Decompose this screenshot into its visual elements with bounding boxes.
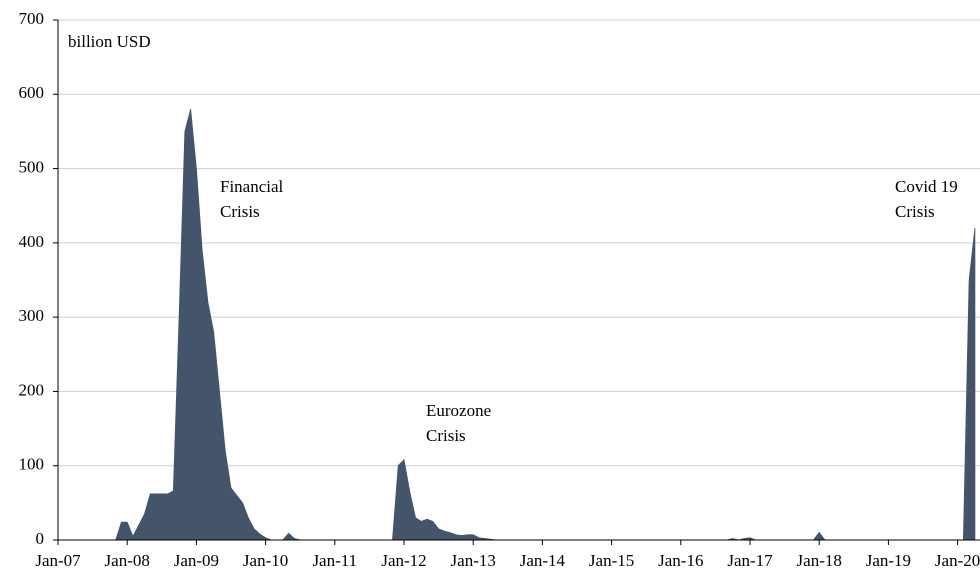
y-tick-label: 600: [19, 83, 45, 102]
annotation: Covid 19: [895, 177, 958, 196]
annotation: Crisis: [220, 202, 260, 221]
x-tick-label: Jan-15: [589, 551, 634, 570]
x-tick-label: Jan-19: [866, 551, 911, 570]
y-tick-label: 400: [19, 232, 45, 251]
x-tick-label: Jan-13: [451, 551, 496, 570]
x-tick-label: Jan-14: [520, 551, 566, 570]
annotation: billion USD: [68, 32, 151, 51]
annotation: Crisis: [426, 426, 466, 445]
x-tick-label: Jan-20: [935, 551, 980, 570]
x-tick-label: Jan-17: [727, 551, 773, 570]
x-tick-label: Jan-16: [658, 551, 703, 570]
y-tick-label: 0: [36, 529, 45, 548]
y-tick-label: 500: [19, 157, 45, 176]
y-tick-label: 200: [19, 380, 45, 399]
x-tick-label: Jan-12: [381, 551, 426, 570]
x-tick-label: Jan-07: [35, 551, 81, 570]
y-tick-label: 100: [19, 455, 45, 474]
x-tick-label: Jan-10: [243, 551, 288, 570]
x-tick-label: Jan-09: [174, 551, 219, 570]
y-tick-label: 700: [19, 9, 45, 28]
annotation: Eurozone: [426, 401, 491, 420]
x-tick-label: Jan-08: [105, 551, 150, 570]
y-tick-label: 300: [19, 306, 45, 325]
x-tick-label: Jan-11: [312, 551, 357, 570]
annotation: Financial: [220, 177, 284, 196]
annotation: Crisis: [895, 202, 935, 221]
x-tick-label: Jan-18: [797, 551, 842, 570]
area: [58, 109, 976, 541]
